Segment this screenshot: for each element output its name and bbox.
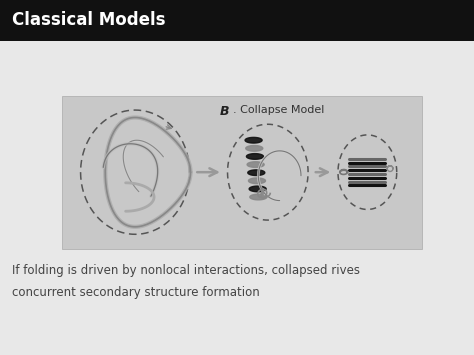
Polygon shape: [248, 170, 265, 175]
Polygon shape: [245, 137, 262, 143]
Text: . Collapse Model: . Collapse Model: [233, 105, 325, 115]
Polygon shape: [248, 178, 265, 184]
Text: Classical Models: Classical Models: [12, 11, 165, 29]
Polygon shape: [246, 154, 264, 159]
Polygon shape: [250, 194, 267, 200]
Polygon shape: [247, 162, 264, 168]
Text: B: B: [220, 105, 229, 118]
Text: concurrent secondary structure formation: concurrent secondary structure formation: [12, 286, 260, 299]
FancyBboxPatch shape: [0, 0, 474, 41]
Polygon shape: [246, 146, 263, 151]
Polygon shape: [249, 186, 266, 192]
FancyBboxPatch shape: [62, 96, 422, 248]
Text: If folding is driven by nonlocal interactions, collapsed rives: If folding is driven by nonlocal interac…: [12, 264, 360, 278]
